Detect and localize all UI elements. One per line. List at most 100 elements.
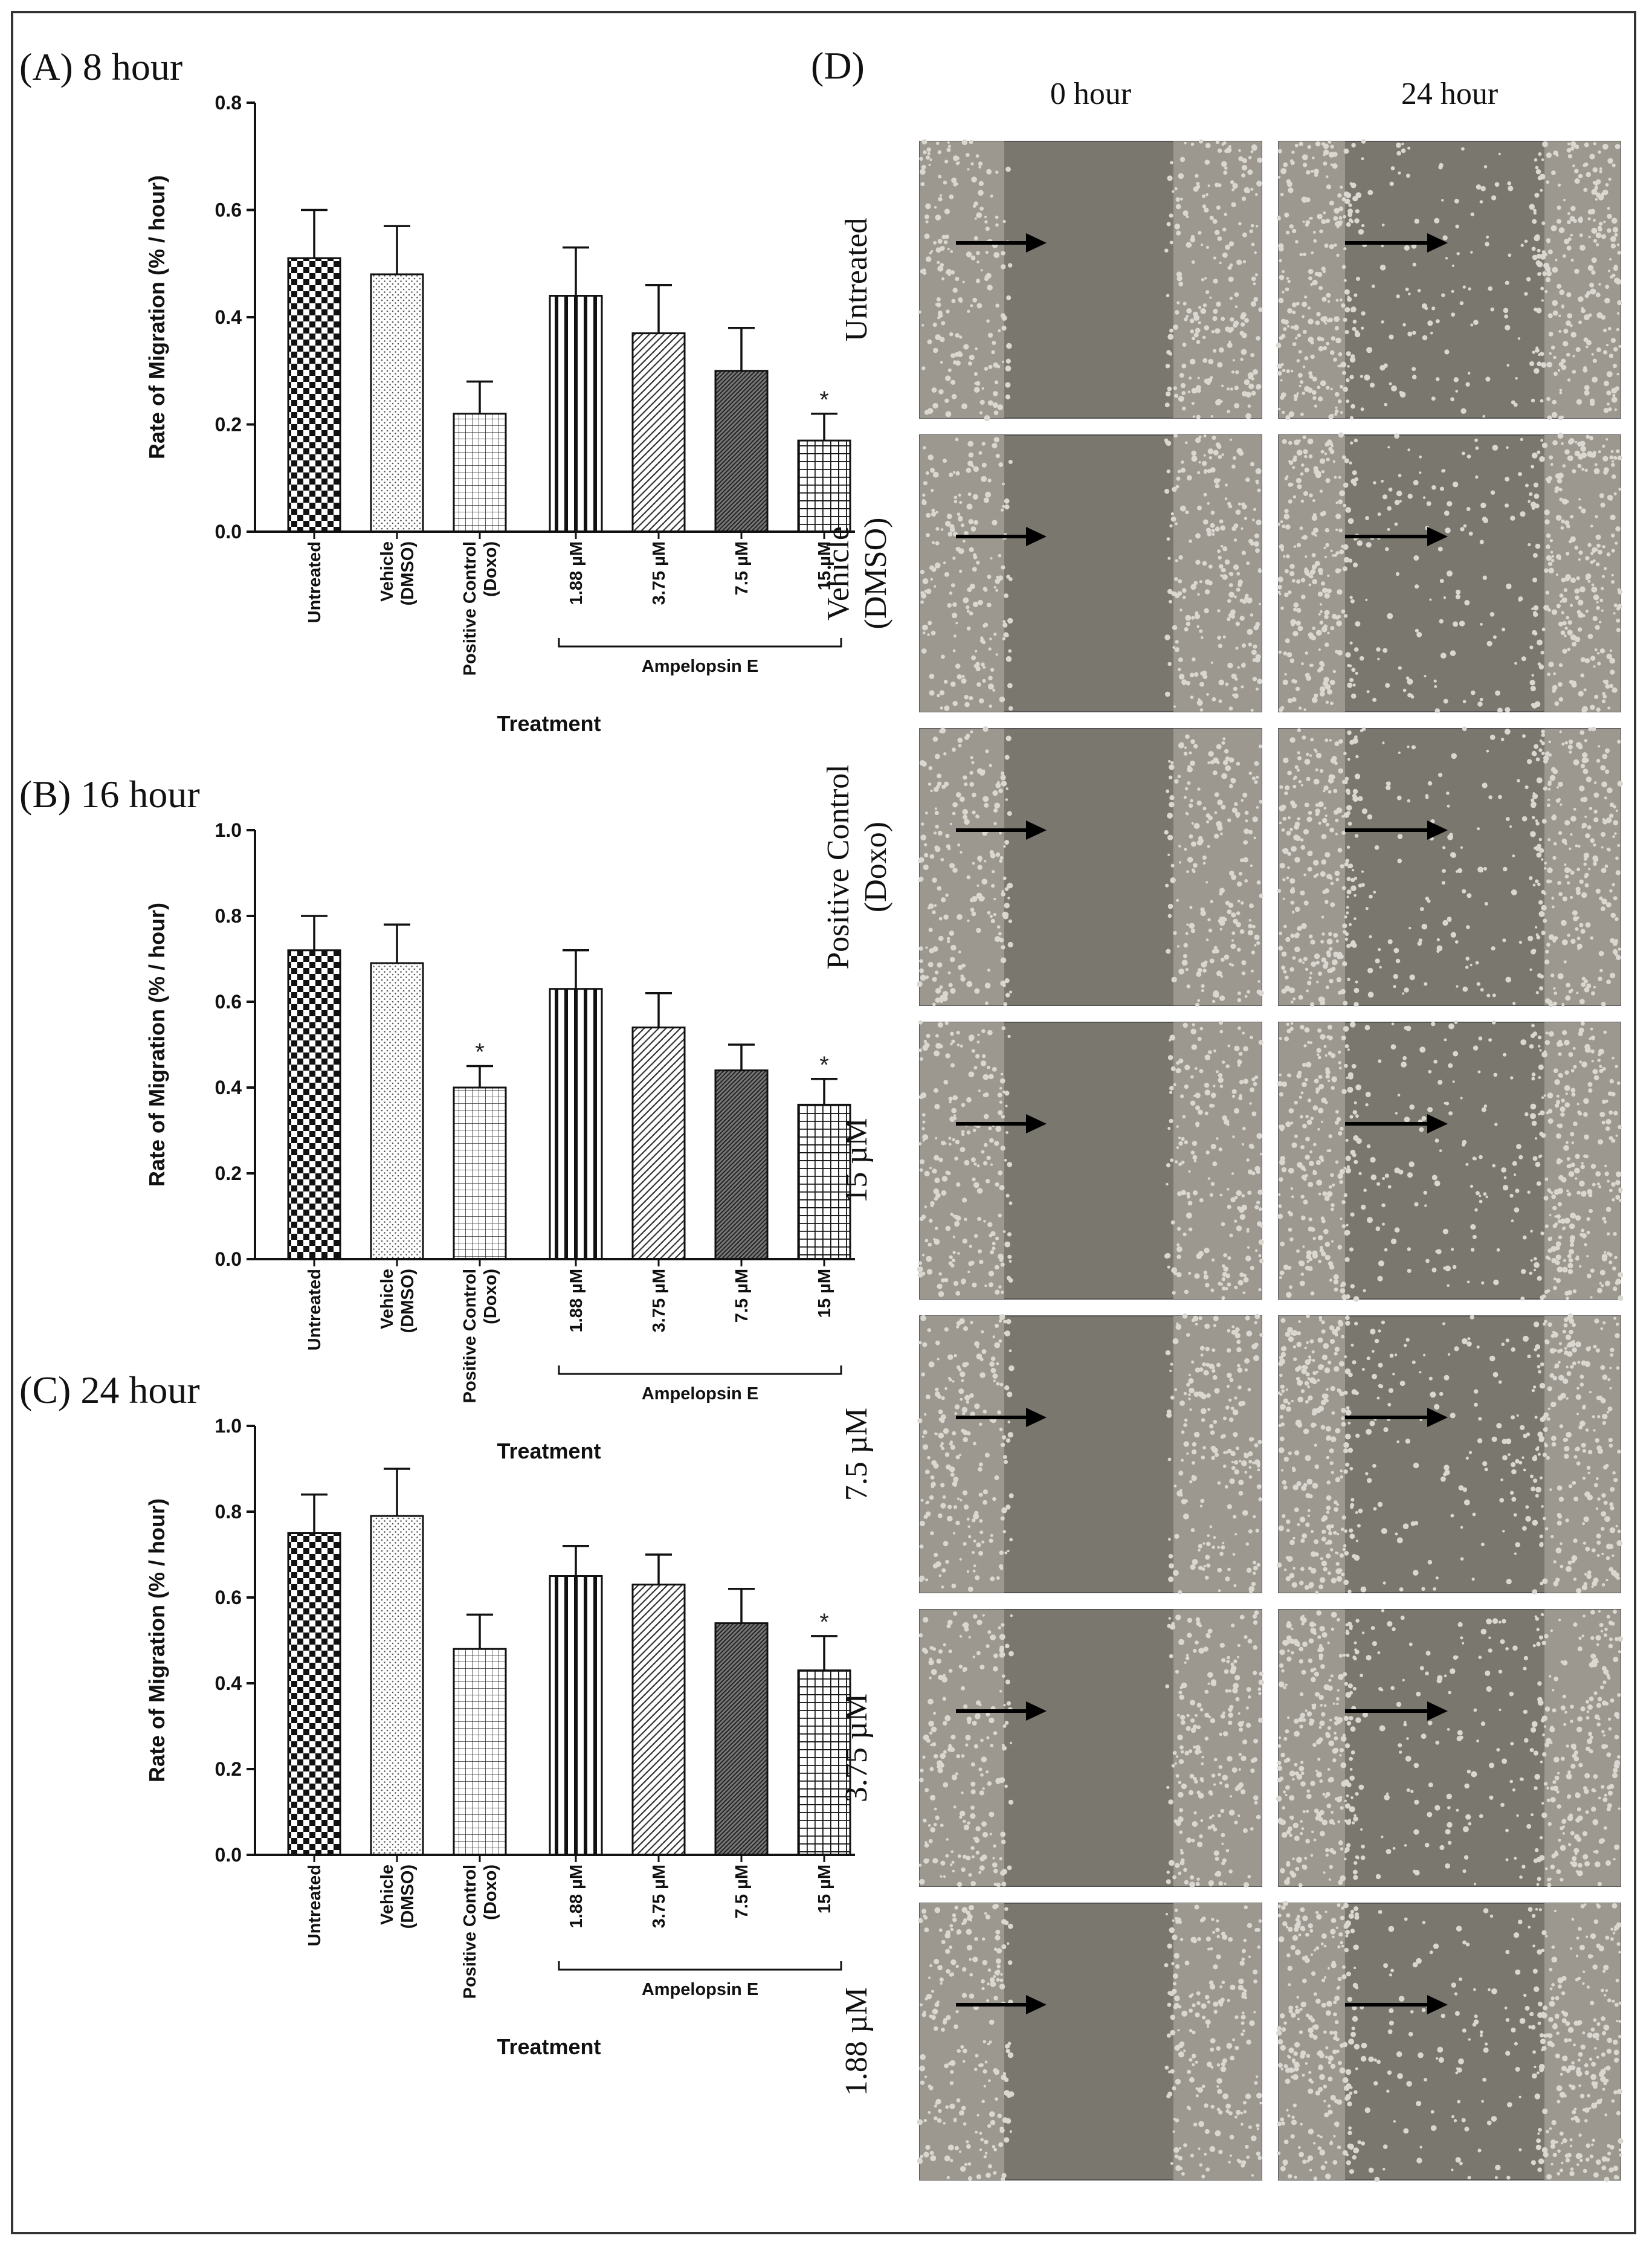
y-tick-label: 0.2 — [215, 414, 242, 436]
category-label-line: (DMSO) — [398, 541, 418, 605]
category-label: 1.88 µM — [567, 1269, 586, 1332]
category-label: 15 µM — [815, 541, 834, 590]
bar — [287, 257, 341, 533]
y-tick-label: 0.0 — [215, 521, 242, 543]
group-bracket — [558, 638, 842, 648]
bar — [631, 1027, 686, 1260]
arrow-icon — [1427, 820, 1448, 840]
row-label: 3.75 µM — [839, 1694, 874, 1802]
category-label-line: 1.88 µM — [567, 541, 586, 605]
category-label-line: Vehicle — [378, 1865, 397, 1925]
y-axis-title: Rate of Migration (% / hour) — [144, 1498, 169, 1782]
category-label-line: (Doxo) — [481, 541, 500, 597]
panel-label: (A) 8 hour — [19, 45, 182, 88]
arrow-icon — [1026, 1701, 1047, 1721]
bar — [631, 332, 686, 533]
category-label-line: (DMSO) — [398, 1269, 418, 1333]
category-label-line: (Doxo) — [481, 1269, 500, 1324]
micrograph-image — [1276, 139, 1622, 421]
arrow-icon — [1026, 820, 1047, 840]
arrow-icon — [1026, 1408, 1047, 1427]
row-label-line: 7.5 µM — [839, 1408, 874, 1501]
category-label-line: 1.88 µM — [567, 1269, 586, 1332]
significance-marker: * — [819, 387, 829, 413]
row-label-line: Positive Control — [821, 764, 856, 969]
row-label: 7.5 µM — [839, 1408, 874, 1501]
bar — [797, 439, 851, 533]
column-label: 0 hour — [1050, 77, 1131, 111]
row-label-line: 15 µM — [839, 1118, 874, 1203]
category-label: 1.88 µM — [567, 1865, 586, 1928]
bar — [797, 1103, 851, 1260]
bar-charts-group: (A) 8 hour 0.0 0.2 0.4 0.6 0.8 Rate of Migrati… — [19, 45, 855, 2059]
bar — [714, 1069, 769, 1260]
y-tick-label: 0.6 — [215, 199, 242, 221]
arrow-icon — [1427, 1701, 1448, 1721]
category-label: 3.75 µM — [650, 1269, 669, 1332]
row-label-line: Untreated — [839, 218, 874, 341]
bar — [287, 949, 341, 1260]
significance-marker: * — [819, 1609, 829, 1636]
y-tick-label: 0.2 — [215, 1758, 242, 1780]
micrograph-image — [1277, 1020, 1624, 1302]
y-tick-label: 1.0 — [215, 1415, 242, 1437]
chart-3: (C) 24 hour 0.0 0.2 0.4 0.6 0.8 1.0 Rate of Mig… — [19, 1368, 855, 2059]
category-label-line: 7.5 µM — [732, 541, 752, 595]
category-label: Untreated — [305, 1865, 324, 1946]
bar — [714, 370, 769, 533]
x-axis-title: Treatment — [497, 711, 601, 736]
significance-marker: * — [819, 1052, 829, 1078]
category-label-line: (DMSO) — [398, 1865, 418, 1929]
group-label: Ampelopsin E — [642, 1980, 758, 1999]
category-label: 15 µM — [815, 1865, 834, 1913]
row-label-line: (DMSO) — [859, 518, 893, 630]
category-label: 3.75 µM — [650, 541, 669, 605]
bar — [453, 1086, 507, 1260]
chart-2: (B) 16 hour 0.0 0.2 0.4 0.6 0.8 1.0 Rate of Mig… — [19, 773, 855, 1463]
category-label: 15 µM — [815, 1269, 834, 1318]
arrow-icon — [1026, 1995, 1047, 2014]
category-label-line: Positive Control — [460, 1269, 480, 1403]
row-label-line: 1.88 µM — [839, 1987, 874, 2096]
category-label: 3.75 µM — [650, 1865, 669, 1928]
micrograph-image — [919, 433, 1263, 712]
category-label-line: 3.75 µM — [650, 1865, 669, 1928]
panel-label: (B) 16 hour — [19, 773, 200, 816]
category-label: Positive Control(Doxo) — [460, 1865, 500, 1999]
y-tick-label: 0.4 — [215, 1077, 242, 1098]
category-label-line: Untreated — [305, 541, 324, 623]
arrow-icon — [1427, 233, 1448, 253]
micrograph-image — [1276, 1900, 1624, 2182]
bar — [631, 1584, 686, 1856]
category-label-line: Vehicle — [378, 541, 397, 602]
category-label-line: Positive Control — [460, 541, 480, 675]
row-label: 1.88 µM — [839, 1987, 874, 2096]
significance-marker: * — [475, 1039, 485, 1066]
row-label: Positive Control(Doxo) — [821, 764, 893, 969]
category-label-line: 15 µM — [815, 1865, 834, 1913]
category-label-line: 7.5 µM — [732, 1865, 752, 1918]
category-label: 7.5 µM — [732, 541, 752, 595]
bar — [453, 413, 507, 533]
row-label-line: 3.75 µM — [839, 1694, 874, 1802]
category-label-line: 7.5 µM — [732, 1269, 752, 1323]
bar — [370, 962, 424, 1260]
bar — [549, 1575, 603, 1856]
panel-label: (C) 24 hour — [19, 1368, 200, 1411]
panel-label-d: (D) — [811, 44, 865, 87]
bar — [549, 295, 603, 533]
arrow-icon — [1427, 1114, 1448, 1133]
row-label-line: Vehicle — [821, 526, 856, 621]
category-label: Vehicle(DMSO) — [378, 1865, 418, 1929]
figure-frame: (A) 8 hour 0.0 0.2 0.4 0.6 0.8 Rate of Migrati… — [11, 11, 1636, 2234]
group-label: Ampelopsin E — [642, 1384, 758, 1404]
row-label-line: (Doxo) — [859, 822, 893, 912]
bar — [549, 988, 603, 1260]
category-label: Vehicle(DMSO) — [378, 1269, 418, 1333]
arrow-icon — [1026, 233, 1047, 253]
category-label: Positive Control(Doxo) — [460, 541, 500, 675]
group-bracket — [558, 1365, 842, 1375]
bar — [370, 1515, 424, 1856]
y-tick-label: 0.2 — [215, 1162, 242, 1184]
column-label: 24 hour — [1401, 77, 1498, 111]
